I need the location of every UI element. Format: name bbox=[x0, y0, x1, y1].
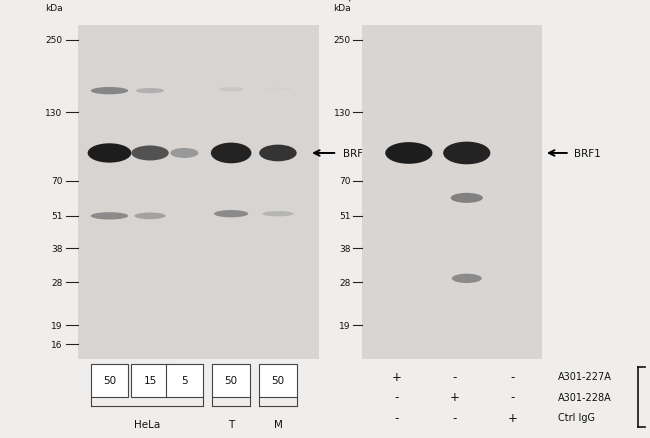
Text: Ctrl IgG: Ctrl IgG bbox=[558, 413, 595, 423]
Ellipse shape bbox=[88, 144, 131, 163]
Text: -: - bbox=[510, 370, 515, 383]
Text: -: - bbox=[395, 391, 398, 403]
Bar bbox=[91, 364, 128, 397]
Ellipse shape bbox=[211, 143, 252, 164]
Ellipse shape bbox=[131, 146, 169, 161]
Text: 130: 130 bbox=[46, 109, 62, 117]
Text: HeLa: HeLa bbox=[134, 419, 160, 429]
Text: 70: 70 bbox=[339, 177, 351, 186]
Text: 250: 250 bbox=[334, 36, 351, 45]
Text: BRF1: BRF1 bbox=[343, 148, 370, 159]
Text: T: T bbox=[228, 419, 234, 429]
Text: 50: 50 bbox=[272, 375, 285, 385]
Text: 16: 16 bbox=[51, 340, 62, 349]
Text: kDa: kDa bbox=[45, 4, 62, 13]
Text: 130: 130 bbox=[333, 109, 351, 117]
Text: A301-228A: A301-228A bbox=[558, 392, 612, 402]
Text: B. IP/WB: B. IP/WB bbox=[323, 0, 373, 3]
Ellipse shape bbox=[452, 274, 482, 283]
Ellipse shape bbox=[91, 213, 128, 220]
Ellipse shape bbox=[91, 88, 128, 95]
Bar bbox=[361, 26, 542, 359]
Text: 50: 50 bbox=[103, 375, 116, 385]
Text: 50: 50 bbox=[225, 375, 238, 385]
Bar bbox=[213, 364, 250, 397]
Text: -: - bbox=[395, 411, 398, 424]
Text: 15: 15 bbox=[144, 375, 157, 385]
Ellipse shape bbox=[135, 213, 166, 220]
Text: 28: 28 bbox=[339, 278, 351, 287]
Text: 51: 51 bbox=[51, 212, 62, 221]
Bar bbox=[131, 364, 169, 397]
Text: +: + bbox=[450, 391, 460, 403]
Text: 38: 38 bbox=[51, 244, 62, 253]
Ellipse shape bbox=[136, 89, 164, 94]
Ellipse shape bbox=[214, 211, 248, 218]
Ellipse shape bbox=[263, 212, 294, 217]
Bar bbox=[78, 26, 318, 359]
Text: 28: 28 bbox=[51, 278, 62, 287]
Ellipse shape bbox=[450, 194, 483, 203]
Text: A. WB: A. WB bbox=[6, 0, 42, 3]
Text: -: - bbox=[452, 370, 457, 383]
Text: kDa: kDa bbox=[333, 4, 351, 13]
Text: -: - bbox=[510, 391, 515, 403]
Text: +: + bbox=[391, 370, 401, 383]
Ellipse shape bbox=[259, 145, 296, 162]
Ellipse shape bbox=[218, 88, 244, 92]
Text: 70: 70 bbox=[51, 177, 62, 186]
Text: 19: 19 bbox=[339, 321, 351, 330]
Text: M: M bbox=[274, 419, 282, 429]
Text: -: - bbox=[452, 411, 457, 424]
Text: 19: 19 bbox=[51, 321, 62, 330]
Bar bbox=[259, 364, 296, 397]
Ellipse shape bbox=[264, 88, 292, 92]
Ellipse shape bbox=[385, 143, 432, 164]
Text: A301-227A: A301-227A bbox=[558, 371, 612, 381]
Text: 5: 5 bbox=[181, 375, 188, 385]
Text: 51: 51 bbox=[339, 212, 351, 221]
Text: +: + bbox=[508, 411, 517, 424]
Text: BRF1: BRF1 bbox=[574, 148, 601, 159]
Ellipse shape bbox=[443, 142, 490, 165]
Text: 38: 38 bbox=[339, 244, 351, 253]
Bar bbox=[166, 364, 203, 397]
Ellipse shape bbox=[170, 148, 198, 159]
Text: 250: 250 bbox=[46, 36, 62, 45]
